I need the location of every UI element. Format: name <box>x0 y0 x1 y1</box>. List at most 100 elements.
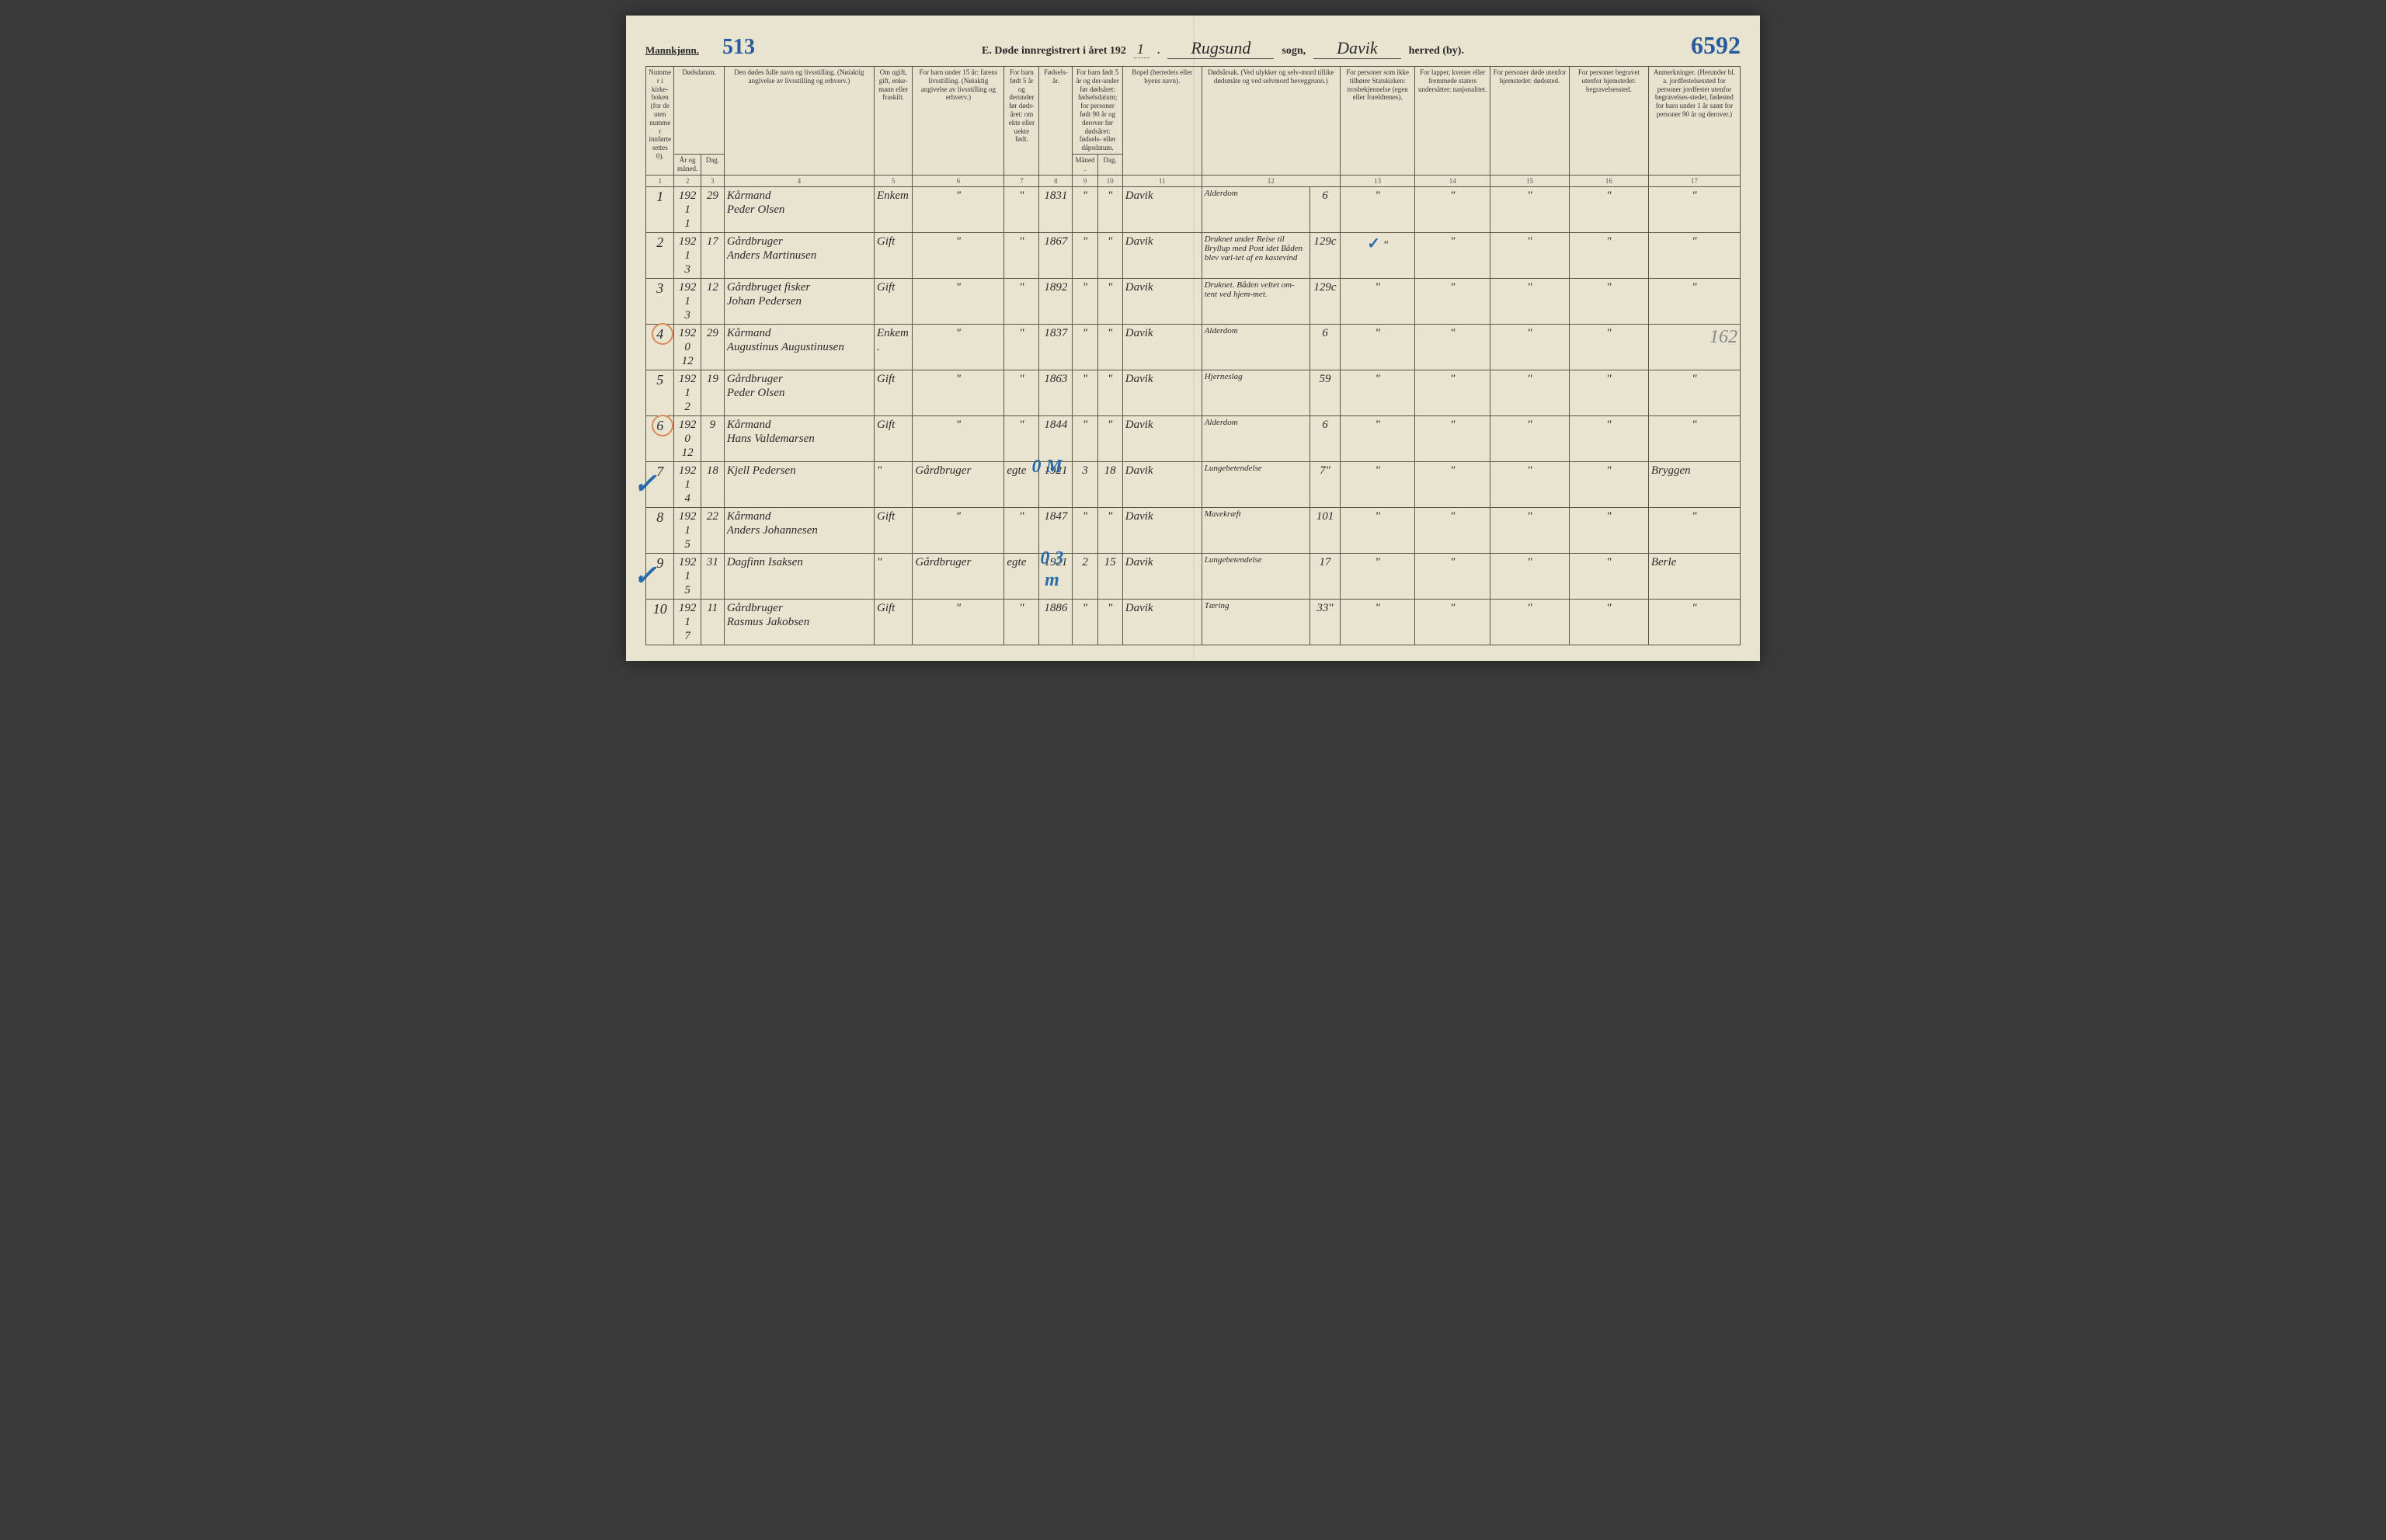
residence: Davik <box>1122 324 1202 370</box>
nationality: " <box>1415 324 1490 370</box>
sogn-value: Rugsund <box>1167 38 1274 59</box>
ledger-page: Mannkjønn. 513 E. Døde innregistrert i å… <box>626 16 1760 661</box>
birth-year: 19210 3 m <box>1039 553 1073 599</box>
religion: ✓ " <box>1340 232 1415 278</box>
name-occupation: Kjell Pedersen <box>724 461 874 507</box>
death-place: " <box>1490 553 1569 599</box>
burial-place: " <box>1569 370 1648 415</box>
birth-month: 2 <box>1073 553 1097 599</box>
cause-of-death: Alderdom <box>1202 186 1310 232</box>
birth-year: 1886 <box>1039 599 1073 645</box>
cause-of-death: Lungebetendelse <box>1202 461 1310 507</box>
col-header-13: For personer som ikke tilhører Statskirk… <box>1340 67 1415 176</box>
day: 9 <box>701 415 724 461</box>
column-number: 4 <box>724 175 874 186</box>
column-number: 17 <box>1648 175 1740 186</box>
column-number: 11 <box>1122 175 1202 186</box>
father-occupation: " <box>913 324 1004 370</box>
year-month: 1921 3 <box>674 278 701 324</box>
cause-of-death: Alderdom <box>1202 415 1310 461</box>
herred-label: herred (by). <box>1409 45 1464 57</box>
residence: Davik <box>1122 553 1202 599</box>
col-header-5: Om ugift, gift, enke-mann eller fraskilt… <box>875 67 913 176</box>
birth-month: " <box>1073 278 1097 324</box>
col-header-10: Dag. <box>1097 154 1122 175</box>
marital-status: Enkem. <box>875 324 913 370</box>
year-month: 1921 7 <box>674 599 701 645</box>
cause-code: 59 <box>1310 370 1341 415</box>
year-month: 1921 5 <box>674 507 701 553</box>
column-number: 10 <box>1097 175 1122 186</box>
death-place: " <box>1490 324 1569 370</box>
day: 31 <box>701 553 724 599</box>
name-occupation: Gårdbruger Rasmus Jakobsen <box>724 599 874 645</box>
birth-day: " <box>1097 186 1122 232</box>
entry-number: ✓7 <box>646 461 674 507</box>
birth-year: 1847 <box>1039 507 1073 553</box>
religion: " <box>1340 553 1415 599</box>
col-header-11: Bopel (herredets eller byens navn). <box>1122 67 1202 176</box>
marital-status: " <box>875 461 913 507</box>
col-header-16: For personer begravet utenfor hjemstedet… <box>1569 67 1648 176</box>
marital-status: Gift <box>875 599 913 645</box>
religion: " <box>1340 278 1415 324</box>
col-header-15: For personer døde utenfor hjemstedet: dø… <box>1490 67 1569 176</box>
entry-number: 2 <box>646 232 674 278</box>
residence: Davik <box>1122 186 1202 232</box>
name-occupation: Kårmand Peder Olsen <box>724 186 874 232</box>
name-occupation: Gårdbruger Anders Martinusen <box>724 232 874 278</box>
father-occupation: " <box>913 278 1004 324</box>
burial-place: " <box>1569 553 1648 599</box>
birth-day: 18 <box>1097 461 1122 507</box>
day: 29 <box>701 186 724 232</box>
column-number: 14 <box>1415 175 1490 186</box>
cause-of-death: Lungebetendelse <box>1202 553 1310 599</box>
father-occupation: " <box>913 415 1004 461</box>
burial-place: " <box>1569 599 1648 645</box>
cause-of-death: Tæring <box>1202 599 1310 645</box>
burial-place: " <box>1569 278 1648 324</box>
year-month: 1921 3 <box>674 232 701 278</box>
residence: Davik <box>1122 415 1202 461</box>
column-number: 7 <box>1004 175 1039 186</box>
burial-place: " <box>1569 232 1648 278</box>
nationality: " <box>1415 415 1490 461</box>
birth-day: " <box>1097 370 1122 415</box>
day: 22 <box>701 507 724 553</box>
name-occupation: Gårdbruget fisker Johan Pedersen <box>724 278 874 324</box>
birth-month: " <box>1073 415 1097 461</box>
year-month: 1921 4 <box>674 461 701 507</box>
marital-status: " <box>875 553 913 599</box>
name-occupation: Kårmand Anders Johannesen <box>724 507 874 553</box>
handwritten-number-left: 513 <box>722 35 755 60</box>
col-header-17: Anmerkninger. (Herunder bl. a. jordfeste… <box>1648 67 1740 176</box>
day: 17 <box>701 232 724 278</box>
burial-place: " <box>1569 461 1648 507</box>
entry-number: 3 <box>646 278 674 324</box>
col-header-12: Dødsårsak. (Ved ulykker og selv-mord til… <box>1202 67 1340 176</box>
religion: " <box>1340 415 1415 461</box>
column-number: 13 <box>1340 175 1415 186</box>
birth-day: " <box>1097 324 1122 370</box>
year-month: 1920 12 <box>674 324 701 370</box>
birth-year: 1837 <box>1039 324 1073 370</box>
burial-place: " <box>1569 507 1648 553</box>
name-occupation: Dagfinn Isaksen <box>724 553 874 599</box>
nationality: " <box>1415 186 1490 232</box>
legitimacy: " <box>1004 278 1039 324</box>
column-number: 15 <box>1490 175 1569 186</box>
residence: Davik <box>1122 507 1202 553</box>
birth-year: 1863 <box>1039 370 1073 415</box>
birth-day: " <box>1097 507 1122 553</box>
birth-month: " <box>1073 324 1097 370</box>
nationality: " <box>1415 553 1490 599</box>
column-number: 1 <box>646 175 674 186</box>
sogn-label: sogn, <box>1282 45 1306 57</box>
burial-place: " <box>1569 415 1648 461</box>
entry-number: 8 <box>646 507 674 553</box>
birth-year: 1892 <box>1039 278 1073 324</box>
col-header-9: Måned. <box>1073 154 1097 175</box>
cause-code: 129c <box>1310 232 1341 278</box>
birth-month: " <box>1073 232 1097 278</box>
death-place: " <box>1490 507 1569 553</box>
